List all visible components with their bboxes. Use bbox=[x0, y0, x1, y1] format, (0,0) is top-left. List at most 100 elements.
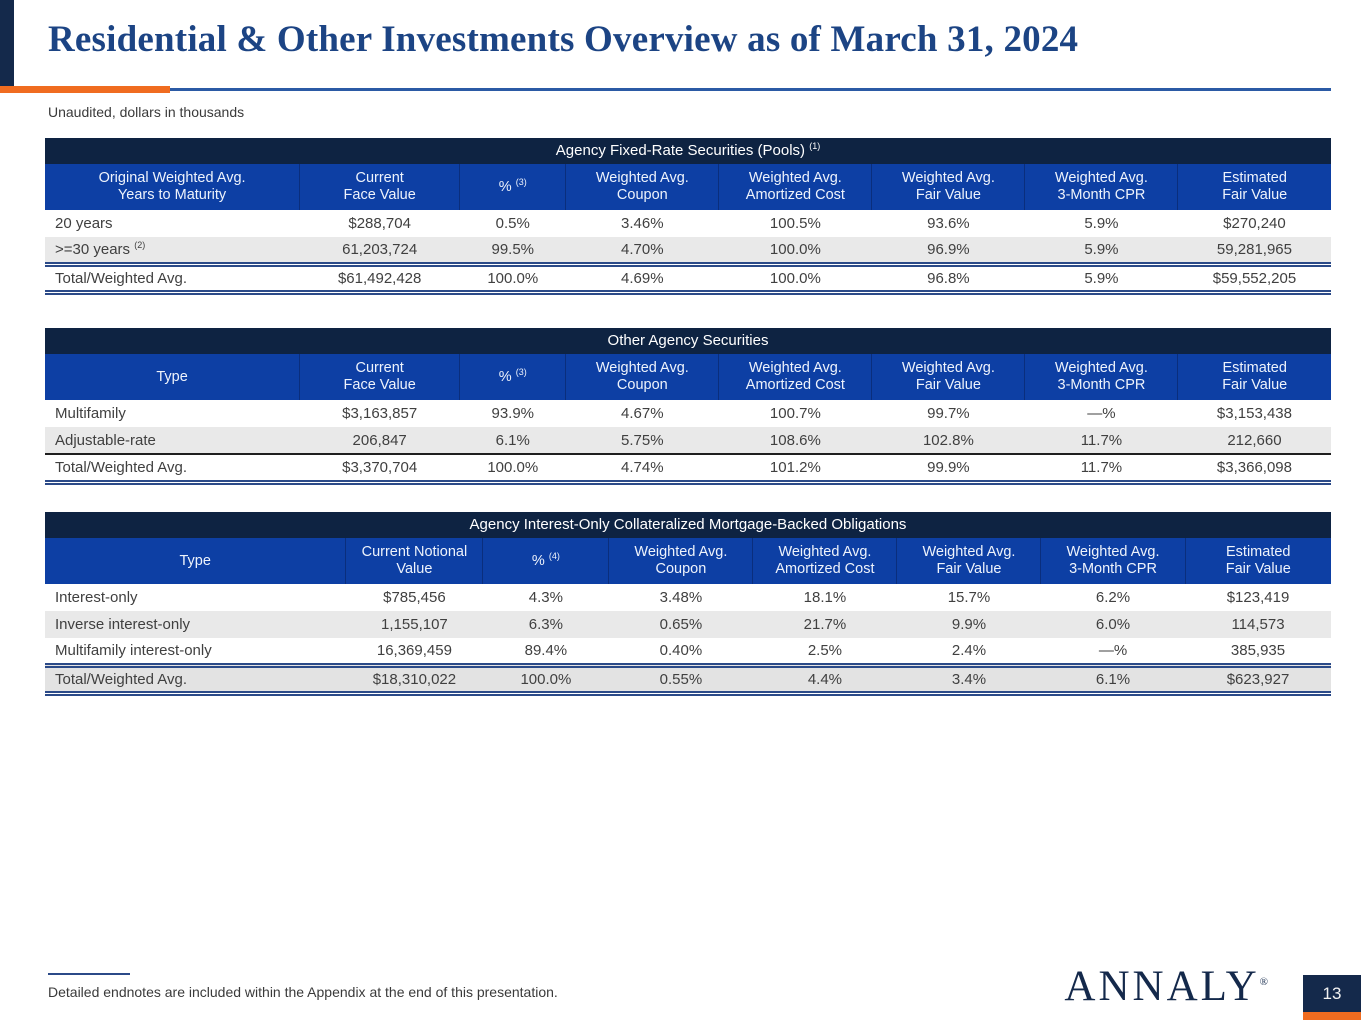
table-row: Inverse interest-only 1,155,107 6.3% 0.65% 2… bbox=[45, 611, 1331, 638]
cell: 5.9% bbox=[1024, 264, 1178, 292]
data-table: Type Current Face Value% (3) Weighted Avg. C… bbox=[45, 354, 1331, 485]
table-row: Interest-only $785,456 4.3% 3.48% 18.1% 15.7%… bbox=[45, 584, 1331, 611]
page-title: Residential & Other Investments Overview… bbox=[48, 19, 1079, 60]
column-header: Weighted Avg. Coupon bbox=[608, 538, 753, 584]
cell: 9.9% bbox=[896, 611, 1041, 638]
column-header: Weighted Avg. 3-Month CPR bbox=[1024, 354, 1178, 400]
column-header: % (4) bbox=[482, 538, 609, 584]
cell: 6.3% bbox=[482, 611, 609, 638]
table-agency-interest-only-cmbo: Agency Interest-Only Collateralized Mort… bbox=[45, 512, 1331, 696]
corner-accent-bar bbox=[0, 0, 14, 88]
column-header: Original Weighted Avg. Years to Maturity bbox=[45, 164, 300, 210]
cell: 0.5% bbox=[459, 210, 566, 237]
cell: Total/Weighted Avg. bbox=[45, 665, 346, 693]
cell: 21.7% bbox=[752, 611, 897, 638]
cell: 212,660 bbox=[1177, 427, 1331, 454]
cell: $3,153,438 bbox=[1177, 400, 1331, 427]
cell: 61,203,724 bbox=[299, 237, 460, 264]
cell: $3,370,704 bbox=[299, 454, 460, 482]
page-number-box: 13 bbox=[1303, 975, 1361, 1020]
cell: 206,847 bbox=[299, 427, 460, 454]
table-row: >=30 years (2) 61,203,724 99.5% 4.70% 100.0%… bbox=[45, 237, 1331, 264]
title-underline-blue-segment bbox=[170, 88, 1331, 91]
cell: $123,419 bbox=[1185, 584, 1331, 611]
cell: Inverse interest-only bbox=[45, 611, 346, 638]
cell: $3,163,857 bbox=[299, 400, 460, 427]
table-agency-fixed-rate-securities: Agency Fixed-Rate Securities (Pools) (1)… bbox=[45, 138, 1331, 295]
table-row: Multifamily interest-only 16,369,459 89.4%… bbox=[45, 638, 1331, 665]
cell: —% bbox=[1024, 400, 1178, 427]
cell: 20 years bbox=[45, 210, 300, 237]
cell: $3,366,098 bbox=[1177, 454, 1331, 482]
cell: $785,456 bbox=[345, 584, 483, 611]
column-header: Weighted Avg. Amortized Cost bbox=[718, 354, 872, 400]
column-header: Current Face Value bbox=[299, 164, 460, 210]
column-header: Weighted Avg. Amortized Cost bbox=[752, 538, 897, 584]
cell: 1,155,107 bbox=[345, 611, 483, 638]
cell: 114,573 bbox=[1185, 611, 1331, 638]
data-table: Type Current Notional Value% (4) Weighted A… bbox=[45, 538, 1331, 696]
cell: 0.40% bbox=[608, 638, 753, 665]
table-title: Other Agency Securities bbox=[45, 328, 1331, 354]
cell: 15.7% bbox=[896, 584, 1041, 611]
cell: 96.8% bbox=[871, 264, 1025, 292]
cell: 18.1% bbox=[752, 584, 897, 611]
cell: 100.0% bbox=[459, 264, 566, 292]
table-title: Agency Fixed-Rate Securities (Pools) (1) bbox=[45, 138, 1331, 164]
cell: 93.9% bbox=[459, 400, 566, 427]
endnote-text: Detailed endnotes are included within th… bbox=[48, 984, 558, 1000]
column-header: Estimated Fair Value bbox=[1184, 538, 1331, 584]
cell: 4.70% bbox=[565, 237, 719, 264]
table-row: Multifamily $3,163,857 93.9% 4.67% 100.7% 99.… bbox=[45, 400, 1331, 427]
annaly-logo-text: ANNALY bbox=[1064, 963, 1260, 1010]
header-row: Type Current Notional Value% (4) Weighted A… bbox=[45, 538, 1331, 584]
cell: 100.7% bbox=[718, 400, 872, 427]
cell: Total/Weighted Avg. bbox=[45, 264, 300, 292]
cell: 385,935 bbox=[1185, 638, 1331, 665]
cell: 4.74% bbox=[565, 454, 719, 482]
total-row: Total/Weighted Avg. $3,370,704 100.0% 4.74%… bbox=[45, 454, 1331, 482]
cell: 3.4% bbox=[896, 665, 1041, 693]
cell: 89.4% bbox=[482, 638, 609, 665]
column-header: Type bbox=[45, 538, 346, 584]
cell: 100.0% bbox=[459, 454, 566, 482]
cell: 93.6% bbox=[871, 210, 1025, 237]
cell: 0.55% bbox=[608, 665, 753, 693]
column-header: Weighted Avg. 3-Month CPR bbox=[1024, 164, 1178, 210]
column-header: Weighted Avg. Fair Value bbox=[871, 354, 1025, 400]
cell: $623,927 bbox=[1185, 665, 1331, 693]
cell: 3.48% bbox=[608, 584, 753, 611]
cell: 2.4% bbox=[896, 638, 1041, 665]
cell: Multifamily interest-only bbox=[45, 638, 346, 665]
header-row: Type Current Face Value% (3) Weighted Avg. C… bbox=[45, 354, 1331, 400]
cell: 99.5% bbox=[459, 237, 566, 264]
column-header: Estimated Fair Value bbox=[1177, 354, 1331, 400]
data-table: Original Weighted Avg. Years to Maturity C… bbox=[45, 164, 1331, 295]
cell: $288,704 bbox=[299, 210, 460, 237]
cell: 3.46% bbox=[565, 210, 719, 237]
cell: 2.5% bbox=[752, 638, 897, 665]
cell: 99.9% bbox=[871, 454, 1025, 482]
column-header: Weighted Avg. Coupon bbox=[565, 354, 719, 400]
total-row: Total/Weighted Avg. $18,310,022 100.0% 0.55… bbox=[45, 665, 1331, 693]
cell: 102.8% bbox=[871, 427, 1025, 454]
cell: 6.1% bbox=[459, 427, 566, 454]
table-row: 20 years $288,704 0.5% 3.46% 100.5% 93.6% 5.9%… bbox=[45, 210, 1331, 237]
column-header: Weighted Avg. 3-Month CPR bbox=[1040, 538, 1186, 584]
cell: 4.69% bbox=[565, 264, 719, 292]
cell: 100.5% bbox=[718, 210, 872, 237]
table-row: Adjustable-rate 206,847 6.1% 5.75% 108.6% 102… bbox=[45, 427, 1331, 454]
table-other-agency-securities: Other Agency Securities Type Current Face … bbox=[45, 328, 1331, 485]
column-header: % (3) bbox=[459, 164, 566, 210]
total-row: Total/Weighted Avg. $61,492,428 100.0% 4.69… bbox=[45, 264, 1331, 292]
column-header: Type bbox=[45, 354, 300, 400]
cell: 6.0% bbox=[1040, 611, 1186, 638]
cell: $61,492,428 bbox=[299, 264, 460, 292]
cell: 5.9% bbox=[1024, 210, 1178, 237]
cell: 0.65% bbox=[608, 611, 753, 638]
column-header: Estimated Fair Value bbox=[1177, 164, 1331, 210]
cell: Multifamily bbox=[45, 400, 300, 427]
cell: $59,552,205 bbox=[1177, 264, 1331, 292]
cell: 100.0% bbox=[482, 665, 609, 693]
cell: 101.2% bbox=[718, 454, 872, 482]
